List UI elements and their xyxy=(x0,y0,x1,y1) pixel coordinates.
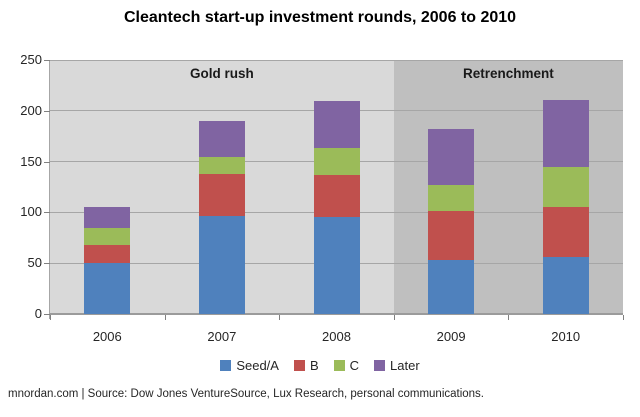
legend-label-b: B xyxy=(309,357,319,373)
y-tick-label-150: 150 xyxy=(20,153,42,169)
y-tick-100 xyxy=(44,212,50,214)
legend-item-later: Later xyxy=(374,358,420,373)
bar-2009-segment-c xyxy=(428,184,475,212)
region-label-retrenchment: Retrenchment xyxy=(463,66,554,81)
bar-2009-segment-later xyxy=(428,129,475,185)
bar-2007-segment-later xyxy=(198,120,245,157)
x-label-2007: 2007 xyxy=(207,329,237,344)
legend-label-seed-a: Seed/A xyxy=(236,357,279,373)
x-tick-0 xyxy=(50,315,51,320)
y-tick-0 xyxy=(44,314,50,315)
legend-item-c: C xyxy=(333,357,360,373)
y-tick-150 xyxy=(44,161,50,163)
bar-2010-segment-later xyxy=(542,99,589,167)
y-tick-label-100: 100 xyxy=(20,204,42,220)
bar-2009-segment-seed-a xyxy=(428,260,475,314)
y-tick-label-50: 50 xyxy=(27,255,42,271)
y-tick-50 xyxy=(44,263,50,265)
bar-2008-segment-b xyxy=(313,174,360,218)
bar-2007-segment-b xyxy=(198,173,245,217)
gridline-250 xyxy=(50,59,623,61)
legend-swatch-c xyxy=(333,359,345,371)
x-label-2008: 2008 xyxy=(322,329,351,344)
x-label-2010: 2010 xyxy=(551,329,581,344)
x-tick-5 xyxy=(623,315,624,320)
region-label-gold-rush: Gold rush xyxy=(190,66,254,81)
bar-2008-segment-c xyxy=(313,148,360,175)
y-tick-label-0: 0 xyxy=(34,306,42,321)
bar-2006-segment-seed-a xyxy=(84,263,131,314)
y-tick-250 xyxy=(44,60,50,61)
legend-swatch-b xyxy=(293,359,305,371)
legend-swatch-later xyxy=(374,359,386,371)
legend-swatch-seed-a xyxy=(220,359,232,371)
plot-area: Gold rush Retrenchment xyxy=(50,59,623,315)
bar-2010-segment-c xyxy=(542,166,589,208)
x-tick-2 xyxy=(279,315,281,320)
x-label-2006: 2006 xyxy=(92,329,122,344)
bar-2010-segment-seed-a xyxy=(542,257,589,314)
legend-item-b: B xyxy=(293,357,319,373)
bar-2007-segment-c xyxy=(198,156,245,174)
y-tick-label-250: 250 xyxy=(20,52,42,67)
bar-2010-segment-b xyxy=(542,207,589,258)
legend-label-later: Later xyxy=(390,357,420,373)
bar-2008-segment-later xyxy=(313,100,360,149)
x-label-2009: 2009 xyxy=(436,329,466,344)
y-tick-label-200: 200 xyxy=(20,102,42,118)
bar-2008-segment-seed-a xyxy=(313,217,360,314)
footer-text: mnordan.com | Source: Dow Jones VentureS… xyxy=(8,388,485,400)
bar-2006-segment-later xyxy=(84,207,131,228)
bar-2007-segment-seed-a xyxy=(198,216,245,314)
y-tick-200 xyxy=(44,110,50,112)
bar-2006-segment-c xyxy=(84,227,131,245)
x-tick-4 xyxy=(508,315,510,320)
legend: Seed/A B C Later xyxy=(0,356,640,374)
legend-item-seed-a: Seed/A xyxy=(220,358,279,373)
legend-label-c: C xyxy=(349,357,360,373)
x-tick-1 xyxy=(164,315,166,320)
x-tick-3 xyxy=(393,315,395,320)
y-axis-line xyxy=(49,60,50,319)
bar-2009-segment-b xyxy=(428,211,475,261)
bar-2006-segment-b xyxy=(84,244,131,264)
chart-title: Cleantech start-up investment rounds, 20… xyxy=(123,9,517,26)
x-axis-line xyxy=(50,313,623,315)
